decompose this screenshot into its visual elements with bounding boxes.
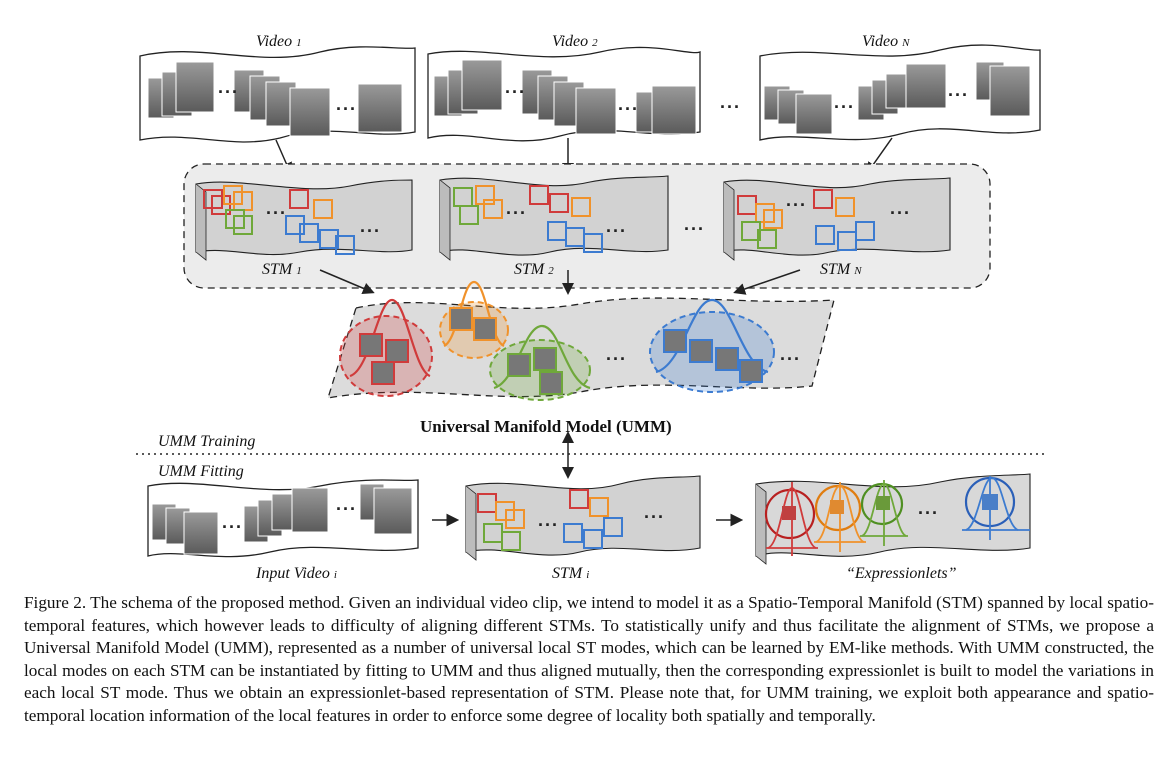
ellipsis-text: ... — [505, 77, 526, 97]
ellipsis-text: ... — [606, 216, 627, 236]
ellipsis-text: ... — [506, 198, 527, 218]
ellipsis-text: ... — [538, 510, 559, 530]
stm-1-label: STM 1 — [262, 261, 302, 278]
stm-i-manifold: ... ... — [465, 475, 701, 561]
ellipsis-text: ... — [360, 216, 381, 236]
ellipsis-text: ... — [222, 512, 243, 532]
face-frames-video-1 — [147, 61, 403, 137]
ellipsis-text: ... — [618, 94, 639, 114]
arrow — [319, 269, 375, 295]
video-1-panel: ... ... Video 1 — [139, 33, 416, 143]
ellipsis-text: ... — [336, 94, 357, 114]
expressionlets-manifold: ... — [755, 473, 1031, 565]
video-2-panel: ... ... Video 2 — [427, 33, 701, 142]
expressionlets-label: “Expressionlets” — [846, 565, 957, 582]
face-frames-video-n — [763, 61, 1031, 135]
stm-i-label: STM i — [552, 565, 589, 582]
stm-1-manifold — [195, 179, 413, 261]
stm-group-panel: ... ... STM 1 ... ... STM 2 ... — [183, 163, 991, 289]
schema-figure: ... ... Video 1 ... ... Video 2 ... — [136, 33, 1044, 582]
umm-fitting-label: UMM Fitting — [158, 463, 244, 480]
ellipsis-text: ... — [890, 198, 911, 218]
ellipsis-text: ... — [684, 214, 705, 234]
video-n-label: Video N — [862, 33, 910, 50]
stm-n-manifold — [723, 177, 951, 261]
umm-title: Universal Manifold Model (UMM) — [420, 417, 672, 436]
ellipsis-text: ... — [786, 190, 807, 210]
ellipsis-text: ... — [266, 198, 287, 218]
video-1-label: Video 1 — [256, 33, 302, 50]
input-video-panel: ... ... — [147, 479, 419, 558]
umm-training-label: UMM Training — [158, 433, 255, 450]
ellipsis-text: ... — [644, 502, 665, 522]
stm-2-label: STM 2 — [514, 261, 554, 278]
umm-manifold — [327, 280, 835, 401]
ellipsis-text: ... — [780, 344, 801, 364]
ellipsis-text: ... — [606, 344, 627, 364]
input-video-label: Input Video i — [255, 565, 337, 582]
ellipsis-text: ... — [336, 494, 357, 514]
ellipsis-text: ... — [218, 77, 239, 97]
video-n-panel: ... ... Video N — [759, 33, 1041, 141]
video-2-label: Video 2 — [552, 33, 598, 50]
face-frames-video-2 — [433, 59, 697, 135]
ellipsis-text: ... — [720, 92, 741, 112]
stm-2-manifold — [439, 175, 669, 261]
arrow — [733, 269, 801, 295]
ellipsis-text: ... — [948, 80, 969, 100]
ellipsis-text: ... — [918, 498, 939, 518]
ellipsis-text: ... — [834, 92, 855, 112]
figure-caption: Figure 2. The schema of the proposed met… — [24, 593, 1154, 725]
stm-n-label: STM N — [820, 261, 862, 278]
